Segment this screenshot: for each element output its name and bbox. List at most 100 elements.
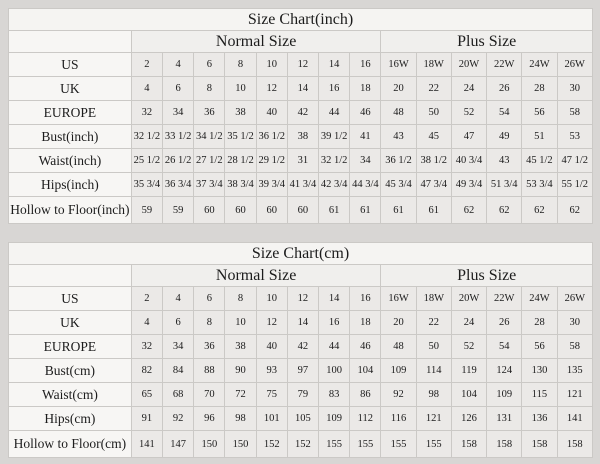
size-value-cell: 84 — [162, 358, 195, 383]
size-value-cell: 36 1/2 — [380, 148, 417, 173]
size-value-cell: 22 — [415, 76, 452, 101]
size-value-cell: 24W — [521, 286, 558, 311]
size-value-cell: 109 — [318, 406, 351, 431]
size-value-cell: 155 — [380, 430, 417, 458]
size-value-cell: 6 — [193, 286, 226, 311]
size-value-cell: 4 — [162, 286, 195, 311]
size-value-cell: 26 — [486, 310, 523, 335]
size-value-cell: 18W — [415, 286, 452, 311]
size-value-cell: 10 — [224, 76, 257, 101]
size-value-cell: 37 3/4 — [193, 172, 226, 197]
size-group-header-row: Normal Size Plus Size — [8, 264, 593, 287]
size-value-cell: 155 — [318, 430, 351, 458]
size-group-header-row: Normal Size Plus Size — [8, 30, 593, 53]
size-value-cell: 91 — [130, 406, 164, 431]
size-value-cell: 86 — [349, 382, 382, 407]
size-value-cell: 40 — [255, 100, 288, 125]
size-value-cell: 22 — [415, 310, 452, 335]
size-value-cell: 32 1/2 — [130, 124, 164, 149]
size-value-cell: 43 — [486, 148, 523, 173]
size-value-cell: 88 — [193, 358, 226, 383]
size-value-cell: 115 — [521, 382, 558, 407]
size-value-cell: 51 — [521, 124, 558, 149]
size-value-cell: 119 — [450, 358, 488, 383]
size-value-cell: 130 — [521, 358, 558, 383]
size-value-cell: 24W — [521, 52, 558, 77]
size-value-cell: 59 — [130, 196, 164, 224]
size-value-cell: 98 — [224, 406, 257, 431]
size-value-cell: 104 — [349, 358, 382, 383]
size-value-cell: 47 3/4 — [415, 172, 452, 197]
size-value-cell: 16W — [380, 52, 417, 77]
size-value-cell: 62 — [556, 196, 594, 224]
size-value-cell: 38 3/4 — [224, 172, 257, 197]
size-value-cell: 152 — [255, 430, 288, 458]
size-value-cell: 18 — [349, 310, 382, 335]
size-value-cell: 16 — [349, 52, 382, 77]
size-value-cell: 109 — [380, 358, 417, 383]
size-value-cell: 62 — [521, 196, 558, 224]
size-value-cell: 150 — [193, 430, 226, 458]
table-title: Size Chart(cm) — [8, 242, 593, 265]
table-row: Bust(inch) 32 1/2 33 1/2 34 1/2 35 1/2 36 1/2… — [8, 124, 594, 149]
size-value-cell: 16 — [349, 286, 382, 311]
size-value-cell: 42 — [286, 334, 320, 359]
row-label: Hollow to Floor(inch) — [8, 196, 132, 224]
size-value-cell: 28 1/2 — [224, 148, 257, 173]
size-value-cell: 155 — [415, 430, 452, 458]
size-value-cell: 14 — [318, 52, 351, 77]
size-value-cell: 12 — [286, 52, 320, 77]
size-value-cell: 41 3/4 — [286, 172, 320, 197]
table-row: Hips(inch) 35 3/4 36 3/4 37 3/4 38 3/4 39 3/4… — [8, 172, 594, 197]
size-value-cell: 33 1/2 — [162, 124, 195, 149]
table-title: Size Chart(inch) — [8, 8, 593, 31]
size-value-cell: 14 — [318, 286, 351, 311]
size-value-cell: 18W — [415, 52, 452, 77]
size-value-cell: 135 — [556, 358, 594, 383]
table-row: EUROPE 32 34 36 38 40 42 44 46 48 50 52 54 56 58 — [8, 334, 594, 359]
row-label: Hips(inch) — [8, 172, 132, 197]
size-value-cell: 147 — [162, 430, 195, 458]
size-value-cell: 39 3/4 — [255, 172, 288, 197]
size-value-cell: 60 — [193, 196, 226, 224]
table-row: Bust(cm) 82 84 88 90 93 97 100 104 109 114 119 124 13… — [8, 358, 594, 383]
size-value-cell: 35 1/2 — [224, 124, 257, 149]
size-value-cell: 8 — [224, 286, 257, 311]
size-value-cell: 10 — [255, 286, 288, 311]
plus-size-header: Plus Size — [380, 264, 593, 287]
size-value-cell: 141 — [556, 406, 594, 431]
size-value-cell: 158 — [450, 430, 488, 458]
row-label: EUROPE — [8, 334, 132, 359]
size-value-cell: 116 — [380, 406, 417, 431]
size-value-cell: 29 1/2 — [255, 148, 288, 173]
size-chart-inch-table: Size Chart(inch) Normal Size Plus Size U… — [8, 8, 594, 224]
size-value-cell: 100 — [318, 358, 351, 383]
size-value-cell: 38 — [224, 100, 257, 125]
size-value-cell: 92 — [162, 406, 195, 431]
table-row: EUROPE 32 34 36 38 40 42 44 46 48 50 52 54 56 58 — [8, 100, 594, 125]
size-value-cell: 30 — [556, 76, 594, 101]
empty-corner-cell — [8, 264, 132, 287]
row-label: UK — [8, 310, 132, 335]
size-value-cell: 38 — [286, 124, 320, 149]
row-label: Waist(inch) — [8, 148, 132, 173]
size-chart-cm-table: Size Chart(cm) Normal Size Plus Size US 2… — [8, 242, 594, 458]
size-value-cell: 92 — [380, 382, 417, 407]
size-value-cell: 53 — [556, 124, 594, 149]
size-value-cell: 36 1/2 — [255, 124, 288, 149]
size-value-cell: 8 — [224, 52, 257, 77]
table-row: Hips(cm) 91 92 96 98 101 105 109 112 116 121 126 131… — [8, 406, 594, 431]
size-value-cell: 72 — [224, 382, 257, 407]
size-value-cell: 32 1/2 — [318, 148, 351, 173]
row-label: US — [8, 286, 132, 311]
size-value-cell: 79 — [286, 382, 320, 407]
size-value-cell: 35 3/4 — [130, 172, 164, 197]
size-value-cell: 34 — [349, 148, 382, 173]
size-value-cell: 55 1/2 — [556, 172, 594, 197]
size-value-cell: 47 — [450, 124, 488, 149]
size-value-cell: 34 — [162, 334, 195, 359]
size-value-cell: 41 — [349, 124, 382, 149]
size-value-cell: 26W — [556, 52, 594, 77]
table-row: UK 4 6 8 10 12 14 16 18 20 22 24 26 28 30 — [8, 310, 594, 335]
